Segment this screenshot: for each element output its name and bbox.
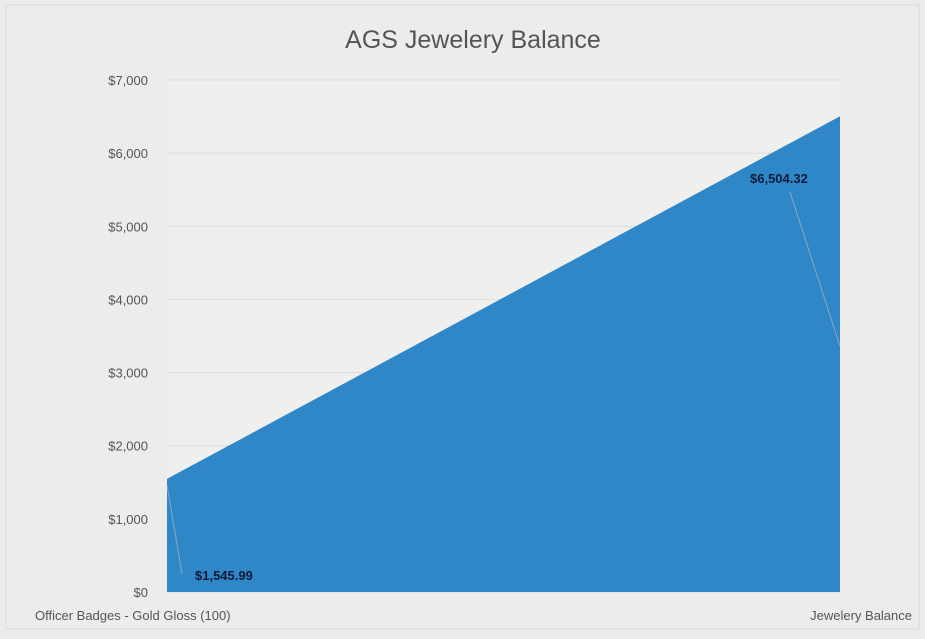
x-category-label: Jewelery Balance [810,608,912,623]
y-tick-label: $2,000 [108,439,148,454]
chart-title: AGS Jewelery Balance [345,26,601,54]
y-tick-label: $5,000 [108,219,148,234]
leader-line [166,484,183,575]
y-axis: $0 $1,000 $2,000 $3,000 $4,000 $5,000 $6,000 $7… [108,73,148,600]
data-label: $1,545.99 [195,568,253,583]
y-tick-label: $0 [134,585,148,600]
x-category-label: Officer Badges - Gold Gloss (100) [35,608,231,623]
area-fill [167,116,840,592]
y-tick-label: $1,000 [108,512,148,527]
data-label: $6,504.32 [750,171,808,186]
data-labels: $1,545.99 $6,504.32 [166,171,841,583]
area-series [167,116,840,592]
y-tick-label: $6,000 [108,146,148,161]
y-tick-label: $7,000 [108,73,148,88]
x-axis: Officer Badges - Gold Gloss (100) Jeweler… [35,608,912,623]
leader-line [789,191,841,347]
y-tick-label: $4,000 [108,292,148,307]
y-tick-label: $3,000 [108,366,148,381]
